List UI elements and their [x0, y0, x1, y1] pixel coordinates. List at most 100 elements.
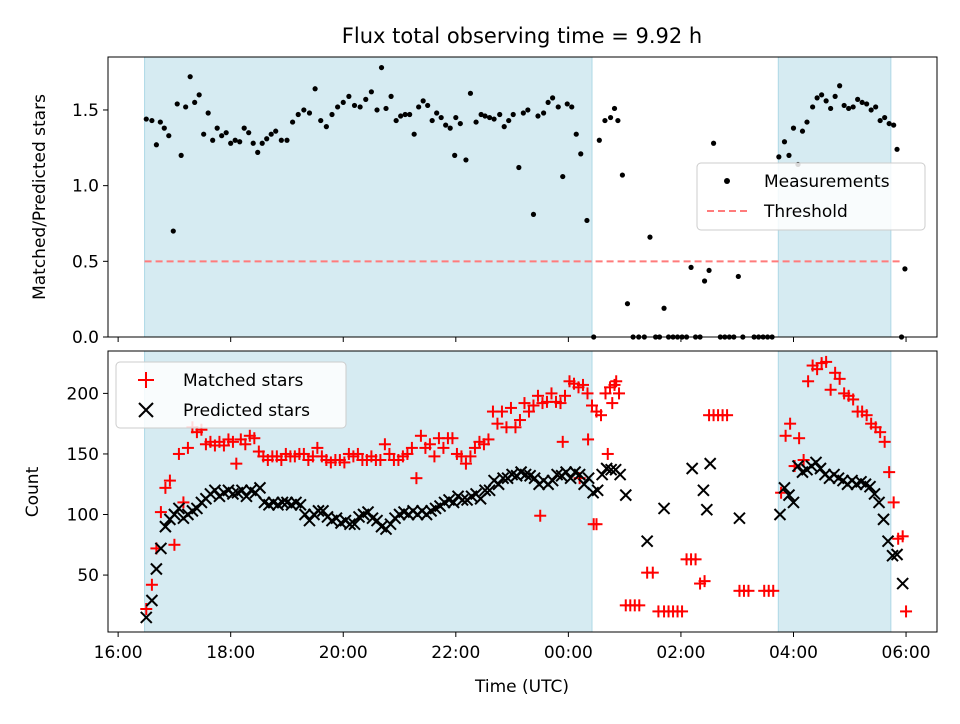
matched-point	[860, 409, 873, 422]
matched-point	[482, 433, 495, 446]
predicted-point	[703, 457, 717, 470]
top-x-axis-ticks	[117, 337, 907, 342]
legend-threshold-label: Threshold	[763, 202, 848, 222]
matched-point	[428, 450, 441, 463]
measurement-point	[530, 211, 537, 218]
predicted-point	[348, 517, 361, 531]
measurement-point	[149, 117, 155, 124]
measurement-point	[143, 116, 149, 122]
measurement-point	[295, 111, 301, 118]
bottom-y-tick-label: 150	[67, 445, 99, 465]
predicted-point	[787, 496, 800, 509]
matched-point	[802, 375, 815, 388]
measurement-point	[425, 102, 431, 109]
measurement-point	[560, 173, 566, 180]
measurement-point	[447, 125, 453, 131]
measurement-point	[264, 136, 270, 142]
predicted-point	[890, 548, 904, 561]
predicted-point	[159, 520, 172, 533]
matched-point	[633, 599, 646, 612]
matched-point	[545, 387, 558, 400]
matched-point	[577, 378, 590, 391]
top-legend: Measurements Threshold	[696, 162, 926, 231]
measurement-point	[357, 104, 363, 110]
measurement-point	[306, 110, 313, 116]
top-panel: 0.0 0.5 1.0 1.5 Matched/Predicted stars Mea…	[30, 56, 938, 348]
measurement-point	[688, 264, 694, 270]
measurement-point	[374, 107, 380, 113]
matched-point	[595, 409, 608, 422]
predicted-point	[791, 459, 805, 473]
matched-point	[601, 447, 614, 460]
measurement-point	[584, 217, 590, 224]
measurement-point	[228, 140, 234, 146]
matched-point	[414, 429, 427, 442]
predicted-point	[559, 465, 573, 479]
measurement-point	[545, 99, 551, 106]
matched-point	[410, 472, 423, 485]
matched-point	[437, 441, 450, 454]
matched-point	[509, 421, 522, 434]
measurement-point	[232, 137, 238, 143]
matched-point	[606, 397, 619, 410]
matched-point	[811, 363, 824, 376]
predicted-point	[613, 468, 627, 481]
measurement-point	[799, 128, 806, 134]
predicted-point	[303, 514, 316, 527]
measurement-point	[255, 149, 261, 155]
matched-point	[159, 481, 172, 494]
measurement-point	[891, 122, 897, 128]
predicted-point	[519, 468, 532, 481]
matched-point	[504, 401, 517, 414]
bottom-y-tick-label: 200	[67, 384, 99, 404]
predicted-point	[863, 480, 877, 493]
measurement-point	[886, 120, 892, 127]
predicted-point	[591, 484, 604, 497]
measurement-point	[506, 117, 512, 124]
predicted-point	[312, 504, 325, 518]
measurement-point	[187, 74, 193, 80]
matched-point	[338, 456, 351, 469]
measurement-point	[210, 137, 216, 143]
measurement-point	[501, 124, 507, 130]
measurement-point	[443, 122, 449, 128]
measurement-point	[214, 125, 220, 131]
measurement-point	[273, 128, 279, 134]
predicted-point	[573, 468, 586, 481]
predicted-point	[235, 484, 249, 497]
predicted-point	[496, 471, 510, 485]
measurement-point	[346, 93, 352, 99]
predicted-point	[492, 478, 505, 491]
matched-point	[401, 447, 414, 460]
measurement-point	[525, 107, 531, 113]
measurement-point	[363, 96, 369, 102]
predicted-point	[316, 504, 330, 518]
predicted-point	[505, 468, 519, 481]
measurement-point	[429, 117, 435, 124]
measurement-point	[157, 119, 163, 125]
measurement-point	[837, 83, 843, 89]
measurement-point	[246, 130, 252, 136]
measurement-point	[411, 131, 417, 137]
measurement-point	[289, 119, 296, 125]
matched-point	[829, 366, 842, 379]
bottom-y-axis-ticks: 50 100 150 200	[67, 384, 108, 586]
legend-predicted-marker	[138, 402, 154, 418]
legend-matched-label: Matched stars	[183, 371, 303, 391]
matched-point	[887, 496, 900, 509]
legend-measurements-label: Measurements	[764, 172, 890, 192]
measurement-point	[434, 110, 440, 116]
measurement-point	[596, 137, 602, 143]
predicted-point	[773, 508, 787, 521]
bottom-legend-box	[115, 361, 347, 429]
predicted-point	[604, 463, 618, 476]
measurement-point	[497, 111, 503, 118]
predicted-point	[872, 496, 886, 509]
matched-point	[581, 387, 594, 400]
measurement-point	[894, 146, 900, 152]
measurement-point	[329, 111, 335, 118]
matched-point	[610, 375, 623, 388]
measurement-point	[205, 110, 211, 116]
top-y-axis-label: Matched/Predicted stars	[30, 94, 50, 300]
matched-point	[275, 454, 288, 467]
